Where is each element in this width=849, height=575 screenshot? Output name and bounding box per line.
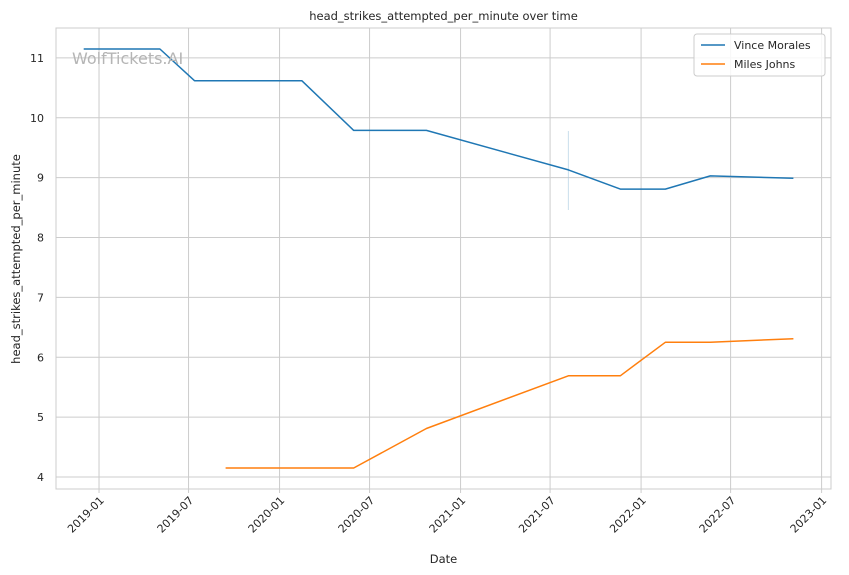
- y-tick-label: 8: [37, 232, 44, 245]
- x-tick-label: 2022-07: [697, 494, 739, 536]
- x-tick-label: 2020-01: [246, 494, 288, 536]
- chart-title: head_strikes_attempted_per_minute over t…: [309, 9, 578, 23]
- grid: [56, 28, 831, 489]
- x-tick-label: 2020-07: [336, 494, 378, 536]
- legend: Vince Morales Miles Johns: [693, 33, 826, 77]
- legend-label: Vince Morales: [734, 39, 811, 52]
- x-tick-label: 2019-07: [155, 494, 197, 536]
- x-tick-label: 2019-01: [65, 494, 107, 536]
- series-line-1: [225, 337, 794, 469]
- x-tick-label: 2021-01: [427, 494, 469, 536]
- x-tick-label: 2022-01: [607, 494, 649, 536]
- y-tick-label: 9: [37, 172, 44, 185]
- y-axis-label: head_strikes_attempted_per_minute: [9, 154, 23, 364]
- x-tick-label: 2023-01: [788, 494, 830, 536]
- series-line-0: [83, 48, 794, 190]
- y-tick-label: 6: [37, 351, 44, 364]
- y-tick-label: 5: [37, 411, 44, 424]
- x-axis-ticks: 2019-01 2019-07 2020-01 2020-07 2021-01 2021-…: [65, 489, 829, 536]
- y-tick-label: 4: [37, 471, 44, 484]
- watermark: WolfTickets.AI: [72, 49, 183, 68]
- x-tick-label: 2021-07: [516, 494, 558, 536]
- x-axis-label: Date: [430, 552, 458, 566]
- y-axis-ticks: 4 5 6 7 8 9 10 11: [30, 52, 44, 484]
- plot-frame: [55, 27, 832, 490]
- legend-label: Miles Johns: [734, 58, 796, 71]
- y-tick-label: 7: [37, 291, 44, 304]
- y-tick-label: 11: [30, 52, 44, 65]
- legend-items: Vince Morales Miles Johns: [701, 39, 811, 71]
- series-layer: [83, 48, 794, 469]
- legend-box: [693, 33, 826, 77]
- y-tick-label: 10: [30, 112, 44, 125]
